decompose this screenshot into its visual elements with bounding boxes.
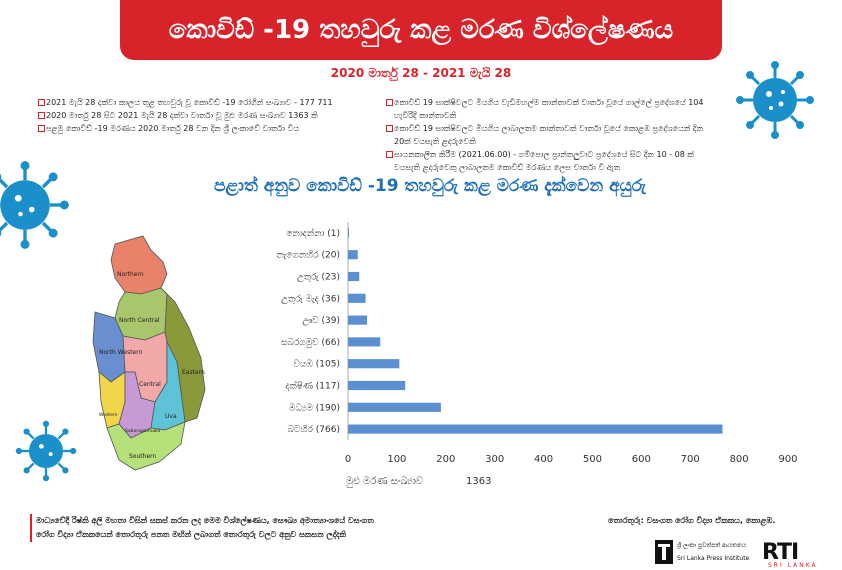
map-label: Southern [129,453,156,460]
page-title: කොවිඩ් -19 තහවුරු කළ මරණ විශ්ලේෂණය [168,14,674,45]
bar [348,228,349,238]
map-label: Western [99,412,118,418]
bar [348,315,368,325]
category-label: දක්ෂිණ (117) [285,380,340,391]
chart-title: පළාත් අනුව කොවිඩ් -19 තහවුරු කළ මරණ දැක්… [213,176,647,196]
fact-item: කොවිඩ් 19 සාක්ෂිවලට මියගිය ලාබාලතම කාන්ත… [386,122,721,148]
rti-sub: SRI LANKA [768,562,818,569]
fact-item: කොවිඩ් 19 සාක්ෂිවලට මියගිය වැඩිමහල්ම කාන… [386,96,721,122]
virus-icon [736,61,814,139]
fact-item: 2021 මැයි 28 දක්වා කාලය තුළ තහවුරු වූ කො… [38,96,383,109]
x-tick-label: 900 [778,454,797,465]
category-label: සබරගමුව (66) [281,338,340,348]
virus-icon [15,420,77,482]
x-tick-label: 300 [485,454,504,465]
date-range: 2020 මාර්තු 28 - 2021 මැයි 28 [330,66,512,80]
bar [348,293,366,303]
x-tick-label: 0 [345,454,351,465]
x-tick-label: 700 [681,454,700,465]
x-tick-label: 200 [436,454,455,465]
category-label: ඌව (39) [302,316,340,326]
map-label: Northern [117,271,144,278]
sri-lanka-map: Northern North Central North Western Cen… [92,235,206,471]
bar [348,359,400,369]
fact-item: පළමු කොවිඩ් -19 මරණය 2020 මාර්තු 28 වන ද… [38,122,383,135]
footer-line: රෝග විද්‍යා ඒකකයෙන් තොරතුරු පනත මඟින් ලබ… [36,530,347,539]
slpi-sub: ශ්‍රී ලංකා පුවත්පත් ආයතනය [677,542,747,549]
rti-logo: RTI SRI LANKA [762,540,832,569]
bar [348,337,381,347]
slpi-mark-icon [655,540,673,564]
title-banner: කොවිඩ් -19 තහවුරු කළ මරණ විශ්ලේෂණය [120,0,722,60]
map-label: Sabaragamuwa [125,428,160,434]
map-label: North Western [99,349,142,356]
x-tick-label: 100 [387,454,406,465]
footer-note: මාධ්‍යවේදී රිෂ්කි අලි මහතා විසින් සකස් ක… [30,514,486,542]
category-label: උතුරු මැද (36) [281,294,340,304]
virus-icon [0,161,69,249]
bar [348,380,406,391]
x-tick-label: 600 [632,454,651,465]
map-label: Eastern [182,369,205,376]
map-region-southern [106,421,186,471]
x-axis-label: මුළු මරණ සංඛ්‍යාව [346,475,423,487]
footer-line: මාධ්‍යවේදී රිෂ්කි අලි මහතා විසින් සකස් ක… [36,516,374,525]
facts-right: කොවිඩ් 19 සාක්ෂිවලට මියගිය වැඩිමහල්ම කාන… [386,96,721,174]
category-label: නැගෙනහිර (20) [276,250,340,261]
x-tick-label: 400 [534,454,553,465]
x-tick-label: 500 [583,454,602,465]
slpi-logo: ශ්‍රී ලංකා පුවත්පත් ආයතනය Sri Lanka Pres… [655,540,755,566]
bar [348,271,360,282]
rti-text: RTI [762,540,799,565]
fact-item: සායනකාලීන කිරීම (2021.06.00) - ගම්පොල ප්… [386,148,721,174]
map-label: North Central [119,317,160,324]
slpi-name: Sri Lanka Press Institute [677,555,750,562]
category-label: බටහිර (766) [288,424,341,435]
category-label: වයඹ (105) [293,360,340,370]
bar [348,424,723,434]
category-label: උතුරු (23) [297,273,340,283]
map-label: Central [139,381,161,388]
category-label: නොදන්නා (1) [286,228,340,239]
map-label: Uva [165,413,177,420]
category-label: මධ්‍යම (190) [289,403,340,413]
facts-left: 2021 මැයි 28 දක්වා කාලය තුළ තහවුරු වූ කො… [38,96,383,135]
fact-item: 2020 මාර්තු 28 සිට 2021 මැයි 28 දක්වා වා… [38,109,383,122]
x-tick-label: 800 [730,454,749,465]
total-value: 1363 [466,476,491,487]
source-note: තොරතුරු: වසංගත රෝග විද්‍යා ඒකකය, කොළඹ. [608,516,776,525]
bar [348,250,358,260]
bar [348,402,441,412]
